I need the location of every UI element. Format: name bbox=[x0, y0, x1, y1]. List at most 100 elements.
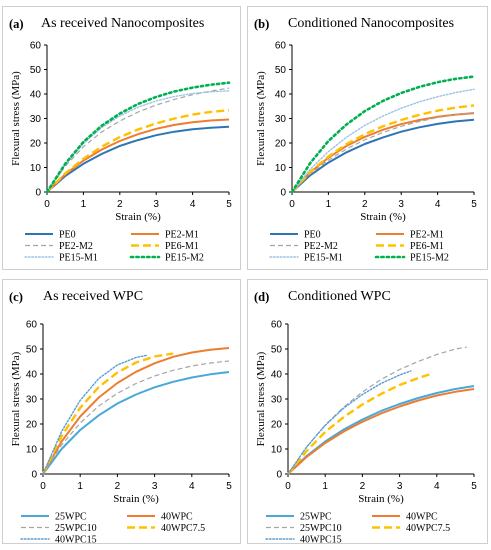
y-tick-label: 10 bbox=[275, 163, 287, 174]
legend-label: 25WPC bbox=[55, 512, 87, 523]
series-line-pe2-m2 bbox=[46, 87, 230, 193]
y-tick-label: 20 bbox=[271, 420, 283, 431]
panel-d: (d) Conditioned WPC 0 10 20 30 40 50 60 0 1 2 3 4 5 S… bbox=[247, 279, 488, 546]
chart-b-svg: 0 10 20 30 40 50 60 0 1 2 3 4 5 Strain (%) Flexural st… bbox=[255, 41, 477, 264]
legend-label: PE2-M2 bbox=[59, 241, 93, 252]
y-tick-label: 50 bbox=[275, 65, 287, 76]
series-line-pe6-m1 bbox=[46, 109, 230, 193]
x-tick-label: 2 bbox=[117, 199, 123, 210]
x-axis-label: Strain (%) bbox=[113, 493, 159, 505]
x-tick-label: 2 bbox=[360, 481, 366, 492]
legend-label: PE15-M1 bbox=[304, 253, 343, 264]
x-tick-label: 1 bbox=[326, 199, 332, 210]
legend-label: 25WPC10 bbox=[300, 523, 342, 534]
legend-label: PE0 bbox=[304, 230, 321, 241]
x-axis-label: Strain (%) bbox=[115, 211, 161, 223]
y-tick-label: 0 bbox=[35, 188, 41, 199]
series-line-pe2-m2 bbox=[291, 112, 475, 193]
y-tick-label: 40 bbox=[275, 90, 287, 101]
y-tick-label: 60 bbox=[30, 41, 42, 52]
y-tick-label: 60 bbox=[26, 320, 38, 331]
legend-label: PE0 bbox=[59, 230, 76, 241]
panel-c: (c) As received WPC 0 10 20 30 40 50 60 0 1 2 3 4 5 S… bbox=[2, 279, 241, 546]
series-line-pe15-m2 bbox=[45, 81, 231, 194]
panel-b: (b) Conditioned Nanocomposites 0 10 20 30 40… bbox=[247, 6, 488, 270]
y-tick-label: 40 bbox=[271, 370, 283, 381]
legend-label: PE15-M1 bbox=[59, 253, 98, 264]
legend-label: PE6-M1 bbox=[165, 241, 199, 252]
x-tick-label: 2 bbox=[362, 199, 368, 210]
series-line-40wpc15 bbox=[42, 354, 148, 475]
series-line-40wpc bbox=[287, 388, 475, 475]
y-tick-label: 40 bbox=[30, 90, 42, 101]
y-axis-label: Flexural stress (MPa) bbox=[255, 71, 267, 166]
x-axis-label: Strain (%) bbox=[360, 211, 406, 223]
series-line-40wpc7-5 bbox=[287, 372, 434, 475]
y-axis-label: Flexural stress (MPa) bbox=[255, 351, 267, 446]
x-tick-label: 3 bbox=[398, 199, 404, 210]
series-line-40wpc15 bbox=[287, 370, 412, 475]
y-tick-label: 30 bbox=[275, 114, 287, 125]
x-tick-label: 1 bbox=[81, 199, 87, 210]
x-tick-label: 3 bbox=[152, 481, 158, 492]
x-tick-label: 5 bbox=[226, 481, 232, 492]
y-tick-label: 0 bbox=[276, 470, 282, 481]
y-tick-label: 0 bbox=[280, 188, 286, 199]
chart-title: As received Nanocomposites bbox=[41, 16, 205, 31]
series-line-pe15-m1 bbox=[291, 88, 475, 193]
x-tick-label: 4 bbox=[189, 481, 195, 492]
series-line-25wpc10 bbox=[287, 346, 467, 475]
series-line-25wpc bbox=[287, 385, 475, 475]
series-line-40wpc7-5 bbox=[41, 352, 174, 475]
legend-label: 40WPC bbox=[406, 512, 438, 523]
legend-label: 25WPC10 bbox=[55, 523, 97, 534]
series-line-pe0 bbox=[46, 125, 230, 193]
y-tick-label: 20 bbox=[26, 420, 38, 431]
legend-label: PE15-M2 bbox=[165, 253, 204, 264]
legend-label: PE15-M2 bbox=[410, 253, 449, 264]
panel-label: (a) bbox=[9, 17, 24, 31]
y-tick-label: 60 bbox=[275, 41, 287, 52]
x-tick-label: 5 bbox=[471, 481, 477, 492]
y-tick-label: 30 bbox=[30, 114, 42, 125]
panel-label: (d) bbox=[254, 290, 270, 304]
y-tick-label: 50 bbox=[26, 345, 38, 356]
chart-title: As received WPC bbox=[43, 289, 144, 304]
x-tick-label: 3 bbox=[153, 199, 159, 210]
x-tick-label: 0 bbox=[44, 199, 50, 210]
series-line-40wpc bbox=[42, 347, 230, 475]
x-tick-label: 3 bbox=[397, 481, 403, 492]
panel-label: (c) bbox=[9, 290, 23, 304]
y-tick-label: 30 bbox=[26, 395, 38, 406]
series-line-pe6-m1 bbox=[291, 104, 475, 193]
y-tick-label: 10 bbox=[271, 445, 283, 456]
x-tick-label: 4 bbox=[190, 199, 196, 210]
series-line-pe0 bbox=[291, 118, 475, 193]
y-tick-label: 10 bbox=[30, 163, 42, 174]
x-tick-label: 1 bbox=[77, 481, 83, 492]
x-tick-label: 2 bbox=[115, 481, 121, 492]
y-tick-label: 50 bbox=[30, 65, 42, 76]
y-tick-label: 50 bbox=[271, 345, 283, 356]
chart-title: Conditioned Nanocomposites bbox=[288, 16, 455, 31]
y-tick-label: 30 bbox=[271, 395, 283, 406]
chart-c-svg: 0 10 20 30 40 50 60 0 1 2 3 4 5 Strain (%) Flexural st… bbox=[10, 320, 232, 546]
chart-d-svg: 0 10 20 30 40 50 60 0 1 2 3 4 5 Strain (%) Flexural st… bbox=[255, 320, 477, 546]
legend-label: 25WPC bbox=[300, 512, 332, 523]
legend-label: 40WPC7.5 bbox=[406, 523, 450, 534]
y-axis-label: Flexural stress (MPa) bbox=[10, 351, 22, 446]
x-tick-label: 0 bbox=[40, 481, 46, 492]
y-tick-label: 10 bbox=[26, 445, 38, 456]
legend-label: PE2-M1 bbox=[165, 230, 199, 241]
series-line-25wpc bbox=[42, 371, 230, 475]
panel-label: (b) bbox=[254, 17, 270, 31]
legend-label: PE2-M2 bbox=[304, 241, 338, 252]
x-tick-label: 1 bbox=[322, 481, 328, 492]
x-tick-label: 5 bbox=[471, 199, 477, 210]
y-tick-label: 20 bbox=[30, 139, 42, 150]
legend-label: 40WPC15 bbox=[55, 535, 97, 546]
legend-label: 40WPC bbox=[161, 512, 193, 523]
y-tick-label: 0 bbox=[31, 470, 37, 481]
legend-label: PE6-M1 bbox=[410, 241, 444, 252]
y-tick-label: 20 bbox=[275, 139, 287, 150]
